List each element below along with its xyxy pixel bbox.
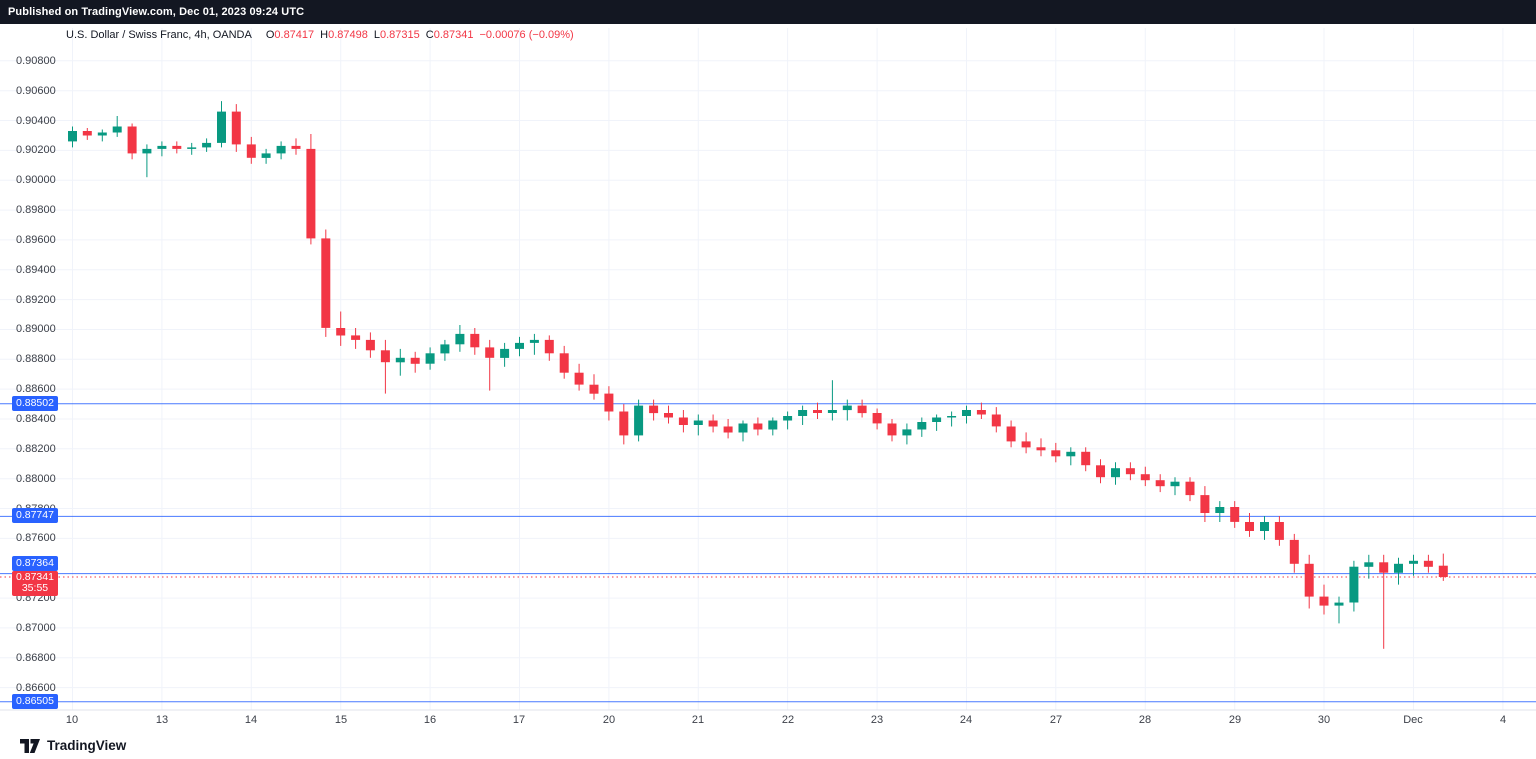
y-axis-tick: 0.86800 bbox=[16, 652, 56, 664]
publish-banner: Published on TradingView.com, Dec 01, 20… bbox=[0, 0, 1536, 24]
close-value: 0.87341 bbox=[433, 29, 474, 41]
bar-countdown: 35:55 bbox=[21, 582, 49, 594]
x-axis-tick: 16 bbox=[423, 714, 437, 726]
x-axis-tick: 30 bbox=[1317, 714, 1331, 726]
x-axis-tick: 24 bbox=[959, 714, 973, 726]
y-axis-tick: 0.90200 bbox=[16, 144, 56, 156]
y-axis-tick: 0.89000 bbox=[16, 323, 56, 335]
close-label: C bbox=[425, 29, 434, 41]
y-axis-tick: 0.89400 bbox=[16, 264, 56, 276]
change-value: −0.00076 (−0.09%) bbox=[479, 29, 574, 41]
candlestick-chart-canvas[interactable] bbox=[0, 24, 1536, 732]
x-axis-tick: 10 bbox=[65, 714, 79, 726]
high-label: H bbox=[320, 29, 329, 41]
y-axis-tick: 0.88000 bbox=[16, 473, 56, 485]
x-axis-tick: 27 bbox=[1049, 714, 1063, 726]
publish-text: Published on TradingView.com, Dec 01, 20… bbox=[8, 6, 305, 18]
x-axis-tick: 22 bbox=[781, 714, 795, 726]
y-axis-tick: 0.88200 bbox=[16, 443, 56, 455]
y-axis-tick: 0.89200 bbox=[16, 294, 56, 306]
price-line-label[interactable]: 0.87747 bbox=[12, 508, 58, 523]
price-line-label[interactable]: 0.87364 bbox=[12, 556, 58, 571]
x-axis-tick: 17 bbox=[512, 714, 526, 726]
y-axis-tick: 0.87000 bbox=[16, 622, 56, 634]
y-axis-tick: 0.89600 bbox=[16, 234, 56, 246]
chart-legend[interactable]: U.S. Dollar / Swiss Franc, 4h, OANDA O0.8… bbox=[66, 29, 574, 41]
price-line-label[interactable]: 0.86505 bbox=[12, 694, 58, 709]
x-axis-tick: 15 bbox=[334, 714, 348, 726]
x-axis-tick: 13 bbox=[155, 714, 169, 726]
y-axis-tick: 0.90800 bbox=[16, 55, 56, 67]
footer: TradingView bbox=[0, 732, 1536, 759]
y-axis-tick: 0.88800 bbox=[16, 353, 56, 365]
x-axis-tick: 14 bbox=[244, 714, 258, 726]
x-axis-tick: 23 bbox=[870, 714, 884, 726]
x-axis-tick: Dec bbox=[1403, 714, 1423, 726]
x-axis-tick: 29 bbox=[1228, 714, 1242, 726]
y-axis-tick: 0.86600 bbox=[16, 682, 56, 694]
x-axis-tick: 21 bbox=[691, 714, 705, 726]
high-value: 0.87498 bbox=[328, 29, 368, 41]
tradingview-brand[interactable]: TradingView bbox=[47, 738, 127, 753]
y-axis-tick: 0.88400 bbox=[16, 413, 56, 425]
symbol-title[interactable]: U.S. Dollar / Swiss Franc, 4h, OANDA bbox=[66, 29, 252, 41]
current-price-value: 0.87341 bbox=[16, 571, 54, 583]
low-label: L bbox=[373, 29, 380, 41]
tradingview-logo-icon[interactable] bbox=[20, 738, 40, 753]
x-axis-tick: 4 bbox=[1499, 714, 1507, 726]
y-axis-tick: 0.89800 bbox=[16, 204, 56, 216]
open-label: O bbox=[265, 29, 275, 41]
y-axis-tick: 0.88600 bbox=[16, 383, 56, 395]
x-axis-tick: 20 bbox=[602, 714, 616, 726]
x-axis-tick: 28 bbox=[1138, 714, 1152, 726]
y-axis-tick: 0.90000 bbox=[16, 174, 56, 186]
chart-area[interactable]: U.S. Dollar / Swiss Franc, 4h, OANDA O0.8… bbox=[0, 24, 1536, 732]
open-value: 0.87417 bbox=[274, 29, 315, 41]
y-axis-tick: 0.90600 bbox=[16, 85, 56, 97]
y-axis-tick: 0.87600 bbox=[16, 532, 56, 544]
low-value: 0.87315 bbox=[380, 29, 420, 41]
current-price-label: 0.87341 35:55 bbox=[12, 571, 58, 596]
y-axis-tick: 0.90400 bbox=[16, 115, 56, 127]
price-line-label[interactable]: 0.88502 bbox=[12, 396, 58, 411]
